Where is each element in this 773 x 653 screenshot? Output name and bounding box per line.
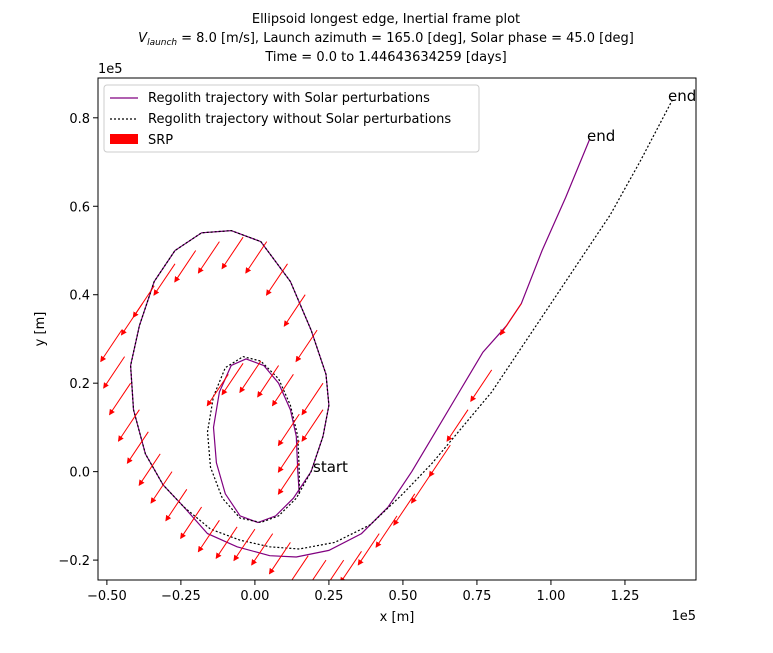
series-line-0 — [129, 139, 590, 558]
srp-arrow — [109, 382, 132, 416]
start-annotation: start — [313, 458, 348, 476]
chart-title-line-3: Time = 0.0 to 1.44643634259 [days] — [264, 50, 506, 65]
srp-arrow — [233, 528, 256, 562]
srp-arrow — [120, 303, 143, 336]
legend: Regolith trajectory with Solar perturbat… — [103, 84, 480, 153]
y-tick-label: −0.2 — [58, 554, 90, 569]
srp-arrow — [268, 542, 291, 575]
srp-arrow — [221, 236, 244, 270]
end-annotation-with: end — [587, 127, 615, 145]
x-tick-label: 0.25 — [314, 589, 343, 604]
y-tick-label: 0.4 — [69, 289, 90, 304]
srp-arrow — [339, 551, 362, 580]
end-annotation-without: end — [668, 87, 696, 105]
srp-arrow — [153, 263, 176, 296]
srp-arrow — [277, 413, 300, 447]
y-tick-label: 0.6 — [69, 200, 90, 215]
title-symbol-subscript: launch — [147, 38, 177, 48]
srp-arrow — [301, 409, 324, 442]
legend-swatch-srp — [110, 134, 138, 144]
srp-arrow — [174, 250, 197, 283]
srp-arrow — [265, 263, 288, 296]
srp-arrow — [206, 374, 229, 407]
legend-label-with: Regolith trajectory with Solar perturbat… — [148, 91, 430, 106]
x-tick-label: −0.25 — [161, 589, 201, 604]
srp-arrow — [257, 365, 280, 398]
x-tick-label: 1.00 — [536, 589, 565, 604]
srp-arrow — [138, 453, 161, 487]
plot-area — [98, 78, 696, 580]
title-symbol: V — [138, 31, 148, 46]
data-layer — [100, 99, 673, 580]
srp-arrow — [150, 471, 173, 504]
y-axis-label: y [m] — [33, 312, 48, 347]
srp-arrow — [245, 241, 268, 274]
plot-frame — [97, 77, 697, 581]
srp-arrow — [271, 374, 294, 407]
srp-arrow — [446, 409, 469, 442]
srp-arrow — [221, 363, 244, 396]
x-axis-label: x [m] — [380, 610, 415, 625]
srp-arrow — [197, 520, 220, 553]
srp-arrow — [239, 360, 262, 394]
x-tick-label: 1.25 — [610, 589, 639, 604]
srp-arrow — [312, 559, 327, 580]
title-line-2-text: = 8.0 [m/s], Launch azimuth = 165.0 [deg… — [181, 31, 634, 46]
srp-arrow — [117, 409, 140, 442]
srp-arrow — [329, 559, 345, 580]
srp-arrow — [251, 533, 274, 566]
legend-label-srp: SRP — [148, 133, 173, 148]
chart-title-line-1: Ellipsoid longest edge, Inertial frame p… — [252, 12, 520, 27]
srp-arrow — [180, 506, 203, 540]
srp-arrow — [470, 369, 493, 403]
x-tick-label: −0.50 — [87, 589, 127, 604]
y-tick-label: 0.0 — [69, 466, 90, 481]
srp-arrow — [215, 526, 238, 560]
ticks-layer: −0.50 −0.25 0.00 0.25 0.50 0.75 1.00 1.25 −0.2 0.… — [58, 112, 639, 604]
x-tick-label: 0.50 — [388, 589, 417, 604]
legend-label-without: Regolith trajectory without Solar pertur… — [148, 112, 451, 127]
x-offset-text: 1e5 — [671, 609, 696, 624]
y-tick-label: 0.8 — [69, 112, 90, 127]
srp-arrow — [428, 444, 451, 478]
srp-arrow — [165, 489, 188, 522]
srp-arrow — [197, 241, 220, 274]
srp-arrow — [295, 329, 318, 363]
srp-arrow — [126, 431, 149, 464]
srp-arrow — [357, 533, 380, 566]
srp-arrow — [499, 303, 522, 336]
y-offset-text: 1e5 — [98, 62, 123, 77]
srp-arrow — [277, 440, 300, 473]
srp-arrow — [277, 462, 300, 495]
srp-arrow — [291, 555, 309, 580]
y-tick-label: 0.2 — [69, 377, 90, 392]
srp-arrow — [283, 294, 306, 327]
srp-arrow — [301, 382, 324, 416]
x-tick-label: 0.75 — [462, 589, 491, 604]
x-tick-label: 0.00 — [240, 589, 269, 604]
srp-arrow — [100, 329, 123, 363]
chart-title-line-2: Vlaunch = 8.0 [m/s], Launch azimuth = 165… — [138, 31, 634, 48]
legend-box — [103, 84, 480, 153]
srp-arrow — [103, 356, 126, 389]
